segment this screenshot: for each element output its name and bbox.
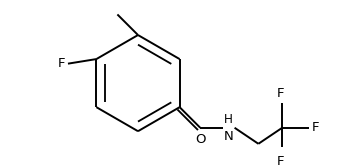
- Text: H: H: [224, 113, 233, 126]
- Text: F: F: [277, 155, 284, 168]
- Text: F: F: [277, 87, 284, 100]
- Text: F: F: [58, 57, 65, 70]
- Text: O: O: [195, 133, 205, 146]
- Text: N: N: [224, 130, 233, 143]
- Text: F: F: [311, 121, 319, 134]
